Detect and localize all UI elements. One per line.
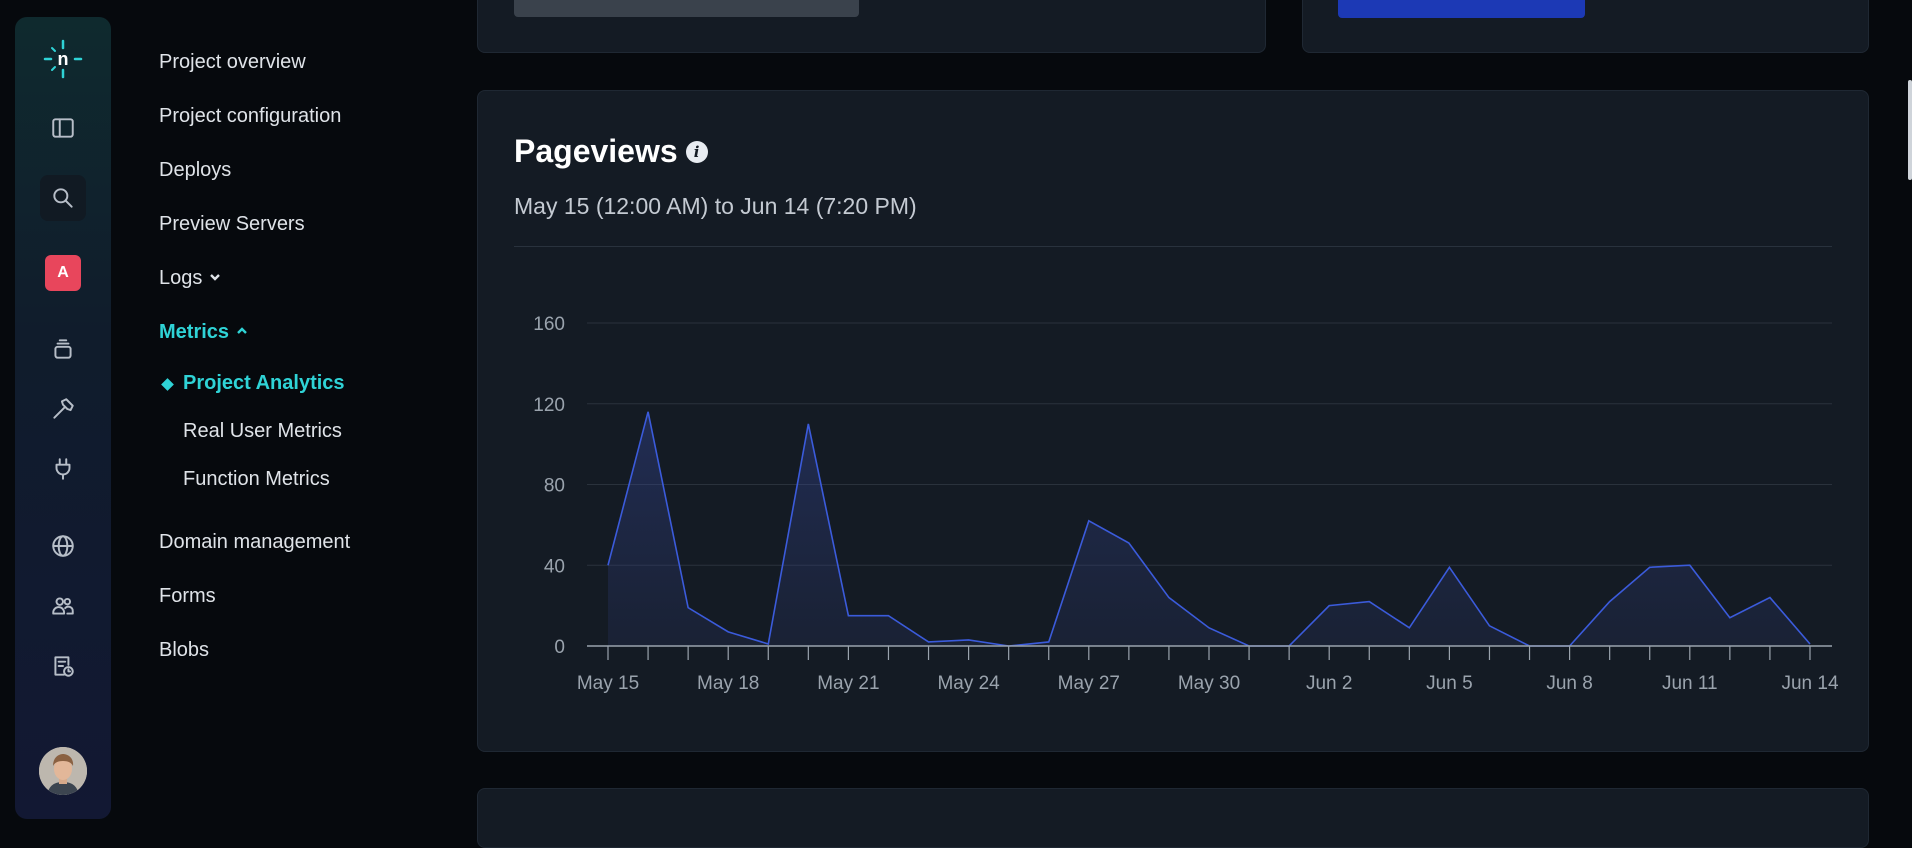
nav-logs-label: Logs [159, 267, 203, 289]
team-members-icon[interactable] [43, 586, 83, 626]
avatar[interactable] [39, 747, 87, 795]
pageviews-card [477, 90, 1869, 752]
globe-icon[interactable] [43, 526, 83, 566]
nav-metrics[interactable]: Metrics [159, 321, 249, 344]
pageviews-title: Pageviews i [514, 133, 708, 170]
plug-icon[interactable] [43, 449, 83, 489]
top-left-card-button[interactable] [514, 0, 859, 17]
chevron-down-icon [208, 267, 222, 290]
pageviews-date-range: May 15 (12:00 AM) to Jun 14 (7:20 PM) [514, 193, 917, 219]
scrollbar-thumb[interactable] [1908, 80, 1912, 180]
nav-metrics-label: Metrics [159, 321, 230, 343]
layers-icon[interactable] [43, 329, 83, 369]
team-badge-letter: A [45, 255, 81, 291]
nav-project-analytics-label: Project Analytics [183, 372, 345, 394]
nav-preview-servers[interactable]: Preview Servers [159, 213, 305, 235]
nav-project-configuration[interactable]: Project configuration [159, 105, 342, 127]
nav-deploys[interactable]: Deploys [159, 159, 232, 181]
nav-real-user-metrics[interactable]: Real User Metrics [183, 420, 342, 442]
billing-icon[interactable] [43, 646, 83, 686]
icon-rail: n A [15, 17, 111, 819]
nav-domain-management[interactable]: Domain management [159, 531, 351, 553]
pageviews-title-text: Pageviews [514, 133, 678, 169]
nav-blobs[interactable]: Blobs [159, 639, 210, 661]
hammer-icon[interactable] [43, 389, 83, 429]
top-left-card [477, 0, 1266, 53]
chevron-up-icon [235, 321, 249, 344]
svg-text:n: n [58, 49, 69, 69]
info-icon[interactable]: i [685, 140, 708, 163]
nav-project-overview[interactable]: Project overview [159, 51, 306, 73]
nav-project-analytics[interactable]: Project Analytics [161, 372, 345, 395]
bottom-card [477, 788, 1869, 848]
active-indicator [161, 378, 174, 391]
divider [514, 246, 1832, 247]
nav-logs[interactable]: Logs [159, 267, 222, 290]
netlify-logo-icon[interactable]: n [43, 39, 83, 79]
nav-forms[interactable]: Forms [159, 585, 216, 607]
nav-function-metrics[interactable]: Function Metrics [183, 468, 330, 490]
team-badge[interactable]: A [43, 253, 83, 293]
panel-toggle-icon[interactable] [43, 108, 83, 148]
search-icon[interactable] [40, 175, 86, 221]
contact-sales-button[interactable] [1338, 0, 1585, 18]
